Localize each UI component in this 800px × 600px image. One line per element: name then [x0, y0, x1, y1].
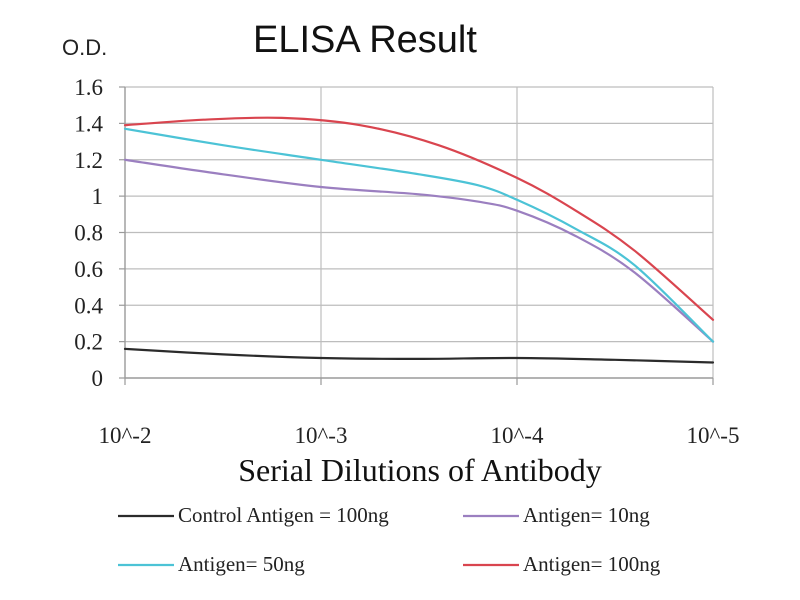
y-tick-label: 0.8 — [74, 221, 103, 246]
y-tick-label: 1 — [92, 184, 104, 209]
x-tick-labels: 10^-2 10^-3 10^-4 10^-5 — [99, 423, 740, 448]
x-axis-label: Serial Dilutions of Antibody — [238, 452, 602, 488]
legend-item-control-antigen-100ng: Control Antigen = 100ng — [118, 503, 389, 527]
series-line-control-antigen-100ng — [123, 347, 715, 364]
y-tick-label: 0.4 — [74, 293, 103, 318]
legend-item-antigen-100ng: Antigen= 100ng — [463, 552, 661, 576]
series-line-antigen-50ng — [123, 127, 715, 343]
y-tick-label: 1.6 — [74, 75, 103, 100]
x-tick-label: 10^-2 — [99, 423, 152, 448]
y-axis-label: O.D. — [62, 35, 107, 60]
y-tick-label: 0 — [92, 366, 104, 391]
x-tick-label: 10^-4 — [491, 423, 544, 448]
y-tick-label: 1.2 — [74, 148, 103, 173]
legend-label: Antigen= 10ng — [523, 503, 650, 527]
legend-item-antigen-10ng: Antigen= 10ng — [463, 503, 650, 527]
series-line-antigen-10ng — [123, 158, 715, 343]
legend: Control Antigen = 100ng Antigen= 10ng Anti… — [118, 503, 661, 576]
y-tick-labels: 0 0.2 0.4 0.6 0.8 1 1.2 1.4 1.6 — [74, 75, 103, 391]
series-lines — [123, 116, 715, 364]
legend-label: Antigen= 50ng — [178, 552, 305, 576]
x-tick-label: 10^-5 — [687, 423, 740, 448]
y-tick-label: 0.2 — [74, 330, 103, 355]
x-tick-label: 10^-3 — [295, 423, 348, 448]
legend-item-antigen-50ng: Antigen= 50ng — [118, 552, 305, 576]
chart-title: ELISA Result — [253, 19, 477, 61]
grid — [125, 86, 714, 378]
axes — [119, 86, 714, 385]
y-tick-label: 0.6 — [74, 257, 103, 282]
series-line-antigen-100ng — [123, 116, 715, 321]
y-tick-label: 1.4 — [74, 111, 103, 136]
legend-label: Antigen= 100ng — [523, 552, 661, 576]
legend-label: Control Antigen = 100ng — [178, 503, 389, 527]
